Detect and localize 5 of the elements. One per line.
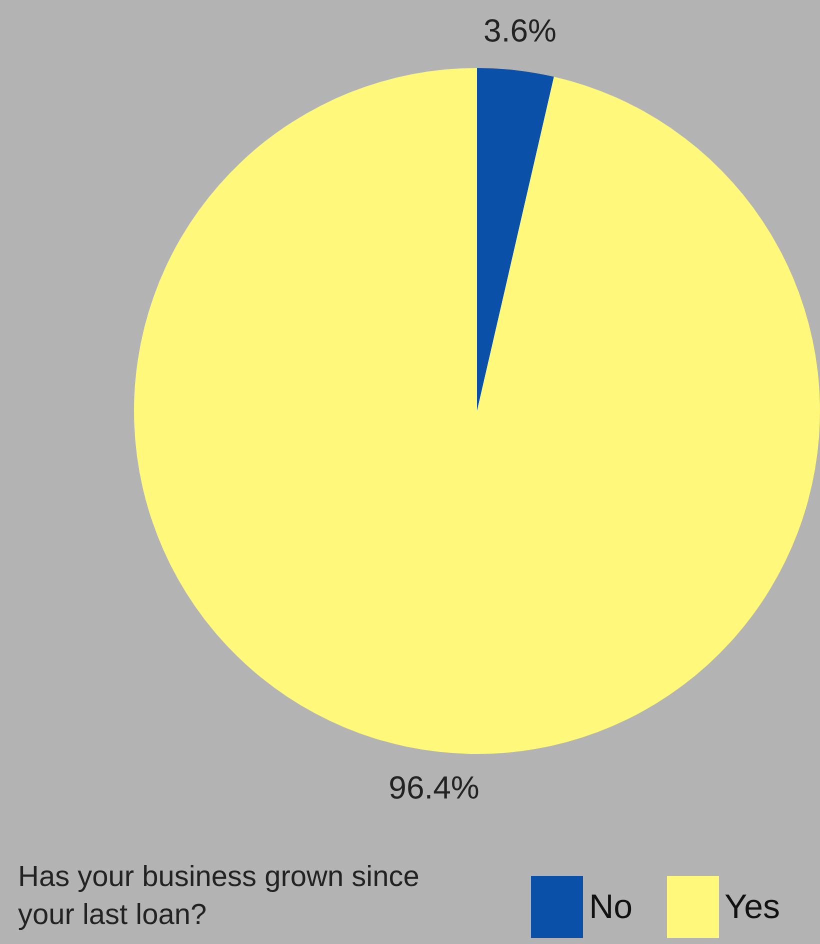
data-label: 96.4%	[388, 769, 480, 806]
legend-label: Yes	[724, 888, 780, 926]
data-label: 3.6%	[484, 12, 556, 48]
legend-label: No	[589, 888, 633, 926]
text: Has your business grown since your last loan?	[18, 860, 420, 933]
